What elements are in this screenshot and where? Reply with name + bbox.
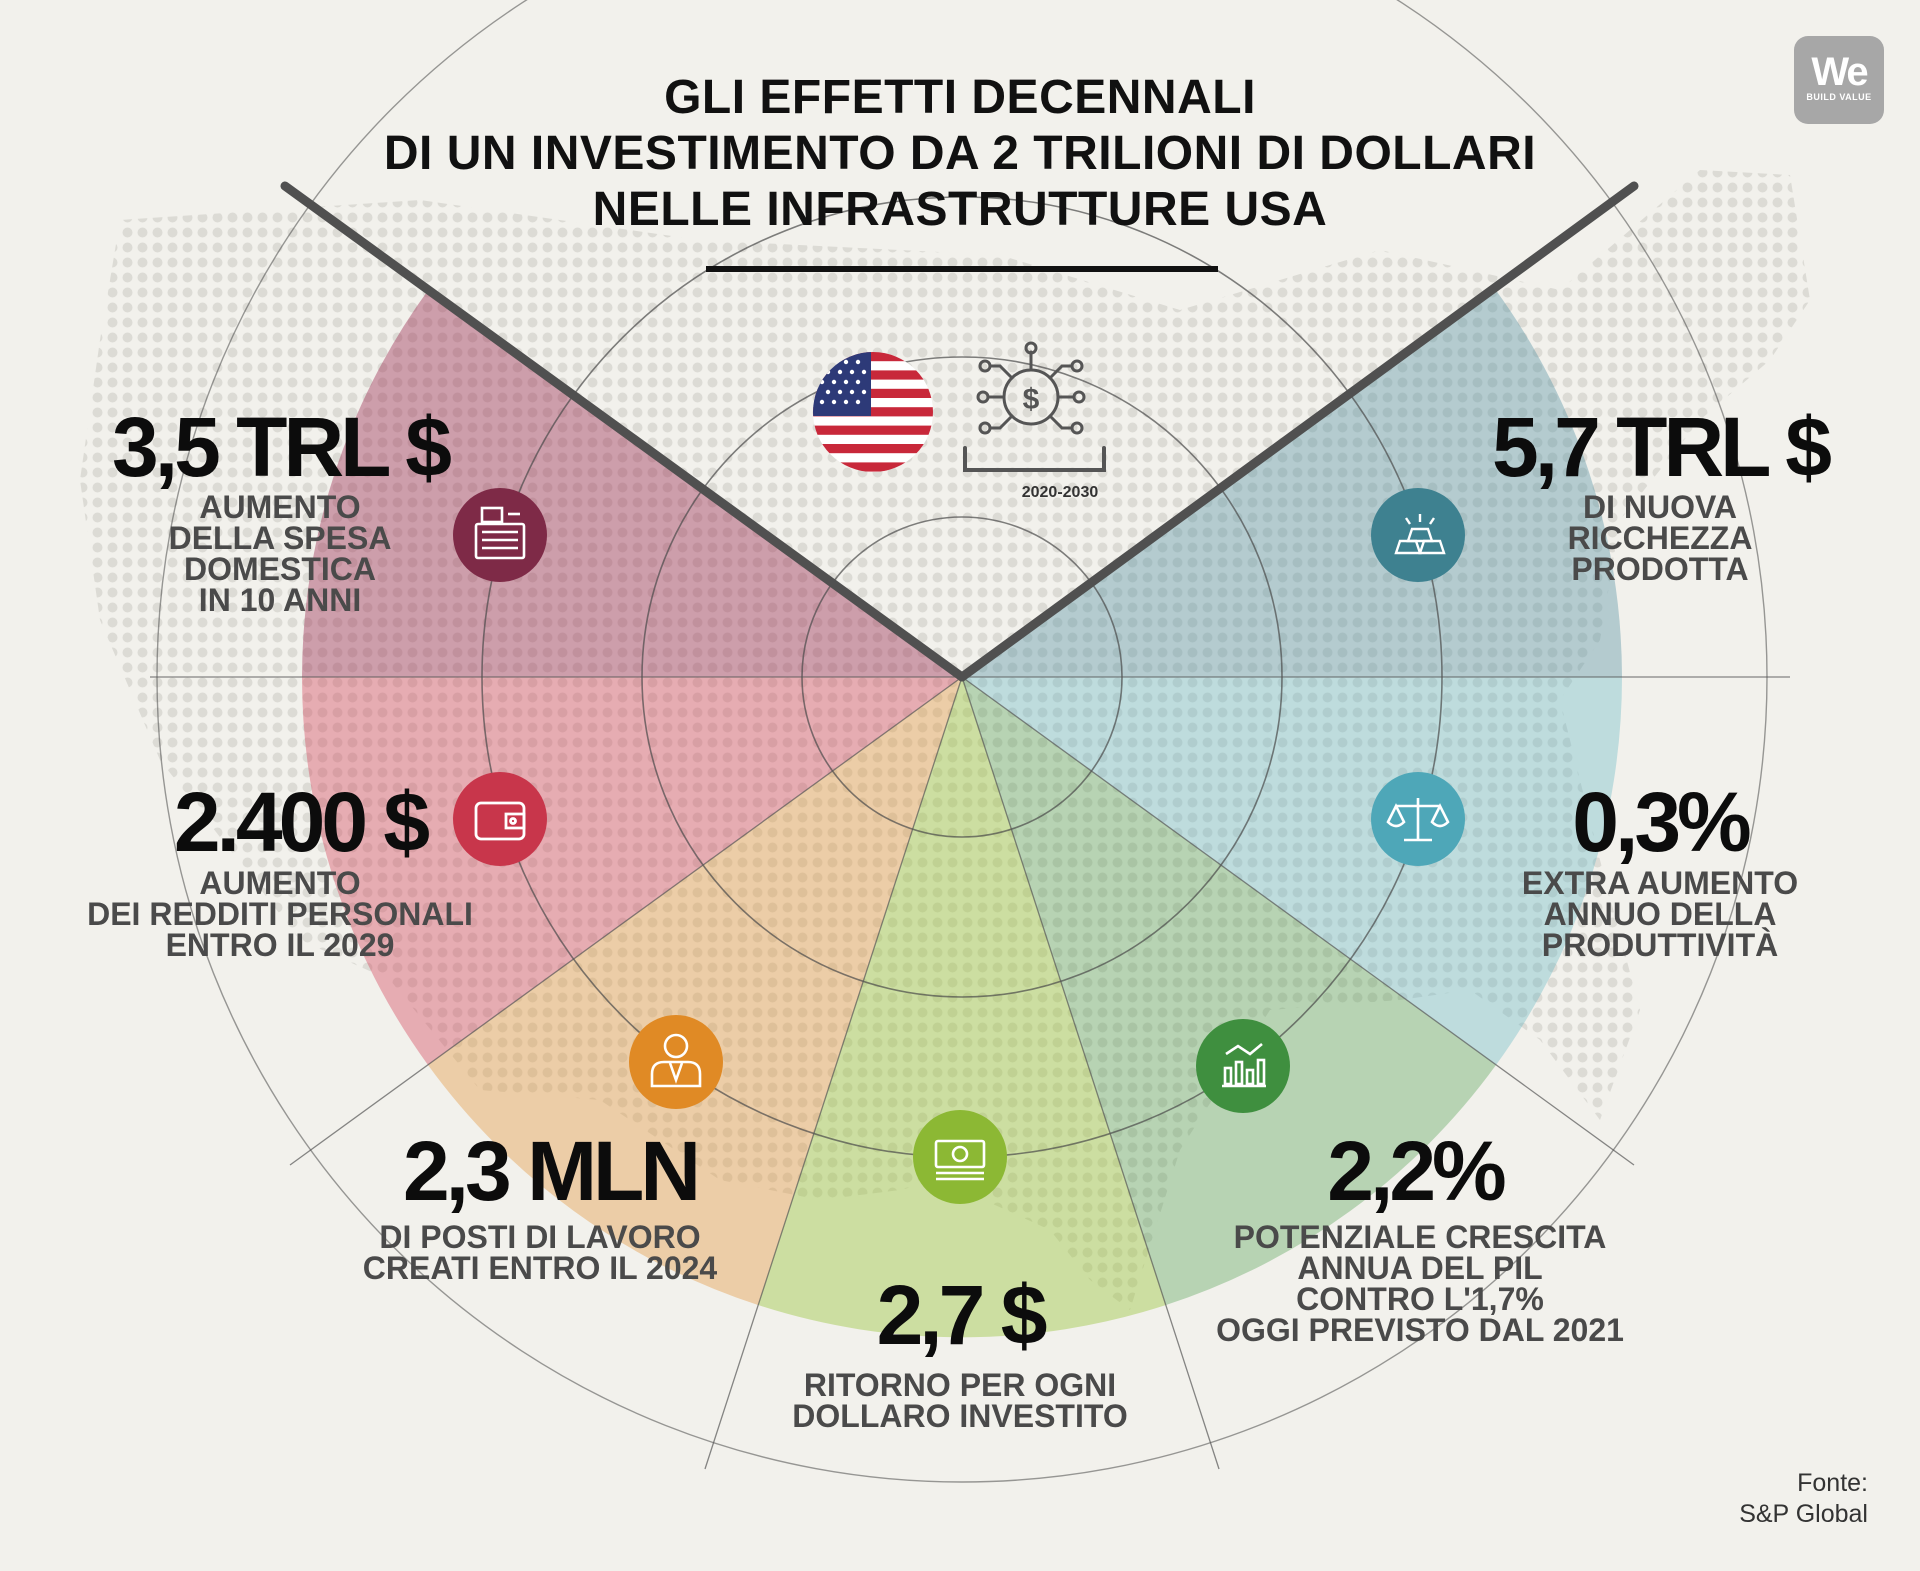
stat-pil-desc: POTENZIALE CRESCITA ANNUA DEL PIL CONTRO… <box>1200 1219 1640 1348</box>
sector-ritorno <box>758 677 1166 1338</box>
stat-posti-line: CREATI ENTRO IL 2024 <box>362 1250 718 1286</box>
stat-ritorno-line: RITORNO PER OGNI <box>803 1367 1117 1403</box>
stat-spesa-line: DOMESTICA <box>184 551 376 587</box>
stat-produttivita-line: EXTRA AUMENTO <box>1521 865 1799 901</box>
stat-spesa-line: IN 10 ANNI <box>198 582 362 618</box>
source-note: Fonte: S&P Global <box>1739 1468 1868 1530</box>
sector-produttivita <box>962 677 1622 1065</box>
title-line-1: GLI EFFETTI DECENNALI <box>664 71 1256 124</box>
stat-ritorno-value: 2,7 $ <box>876 1268 1048 1362</box>
wallet-icon <box>453 772 547 866</box>
dollar-network-icon: $ <box>963 341 1106 472</box>
stat-redditi-line: ENTRO IL 2029 <box>165 927 395 963</box>
us-flag-icon <box>813 352 933 472</box>
stat-posti-line: DI POSTI DI LAVORO <box>379 1219 701 1255</box>
stat-spesa-line: AUMENTO <box>199 489 361 525</box>
we-build-value-logo: We BUILD VALUE <box>1794 36 1884 124</box>
radial-spokes <box>150 676 1790 1470</box>
stat-produttivita-value: 0,3% <box>1572 775 1751 869</box>
v-shape-lines <box>280 181 1639 682</box>
stat-pil-line: ANNUA DEL PIL <box>1297 1250 1543 1286</box>
balance-scale-icon <box>1371 772 1465 866</box>
stat-produttivita-line: PRODUTTIVITÀ <box>1541 927 1779 963</box>
title-line-2: DI UN INVESTIMENTO DA 2 TRILIONI DI DOLL… <box>383 127 1537 180</box>
sector-pil <box>962 677 1496 1305</box>
stat-pil-line: CONTRO L'1,7% <box>1296 1281 1544 1317</box>
stat-pil-line: OGGI PREVISTO DAL 2021 <box>1216 1312 1624 1348</box>
stat-ritorno-line: DOLLARO INVESTITO <box>792 1398 1128 1434</box>
stat-ricchezza-desc: DI NUOVA RICCHEZZA PRODOTTA <box>1500 489 1820 587</box>
stat-ricchezza-value: 5,7 TRL $ <box>1492 400 1832 494</box>
stat-redditi-line: DEI REDDITI PERSONALI <box>87 896 473 932</box>
stat-redditi-line: AUMENTO <box>199 865 361 901</box>
sector-spesa <box>302 289 962 677</box>
stat-ricchezza-line: RICCHEZZA <box>1567 520 1753 556</box>
stat-redditi-value: 2.400 $ <box>173 775 430 869</box>
logo-sub-text: BUILD VALUE <box>1806 92 1872 102</box>
gold-bars-icon <box>1371 488 1465 582</box>
stat-produttivita-line: ANNUO DELLA <box>1543 896 1777 932</box>
stat-posti-value: 2,3 MLN <box>402 1124 701 1218</box>
stat-posti-desc: DI POSTI DI LAVORO CREATI ENTRO IL 2024 <box>330 1219 750 1286</box>
logo-main-text: We <box>1811 50 1868 94</box>
sector-redditi <box>301 677 962 1065</box>
banknote-icon <box>913 1110 1007 1204</box>
stat-pil-value: 2,2% <box>1327 1124 1506 1218</box>
worker-icon <box>629 1015 723 1109</box>
stat-redditi-desc: AUMENTO DEI REDDITI PERSONALI ENTRO IL 2… <box>70 865 490 963</box>
svg-text:$: $ <box>1023 383 1040 416</box>
sector-posti <box>428 677 962 1305</box>
stat-spesa-value: 3,5 TRL $ <box>112 400 452 494</box>
stat-ricchezza-line: DI NUOVA <box>1582 489 1738 525</box>
radial-sectors <box>301 289 1622 1338</box>
source-name: S&P Global <box>1739 1500 1868 1528</box>
title-underline <box>706 266 1218 272</box>
sector-ricchezza <box>962 289 1622 677</box>
stat-produttivita-desc: EXTRA AUMENTO ANNUO DELLA PRODUTTIVITÀ <box>1470 865 1850 963</box>
cash-register-icon <box>453 488 547 582</box>
stat-ricchezza-line: PRODOTTA <box>1571 551 1749 587</box>
stat-pil-line: POTENZIALE CRESCITA <box>1233 1219 1607 1255</box>
stat-spesa-line: DELLA SPESA <box>168 520 392 556</box>
stat-spesa-desc: AUMENTO DELLA SPESA DOMESTICA IN 10 ANNI <box>110 489 450 618</box>
source-label: Fonte: <box>1797 1469 1868 1497</box>
years-label: 2020-2030 <box>1021 484 1099 501</box>
stat-ritorno-desc: RITORNO PER OGNI DOLLARO INVESTITO <box>760 1367 1160 1434</box>
page-title: GLI EFFETTI DECENNALI DI UN INVESTIMENTO… <box>360 70 1560 238</box>
growth-chart-icon <box>1196 1019 1290 1113</box>
title-line-3: NELLE INFRASTRUTTURE USA <box>592 183 1328 236</box>
